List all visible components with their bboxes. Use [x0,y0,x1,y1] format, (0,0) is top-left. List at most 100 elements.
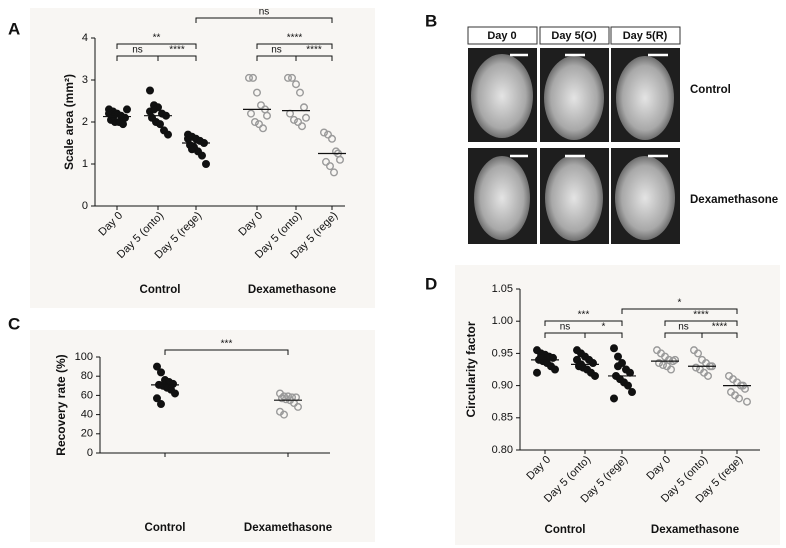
data-point [155,120,164,129]
photo-scale [471,54,533,138]
y-tick-label: 3 [82,74,88,86]
data-point [187,145,196,154]
data-point [248,73,257,82]
data-point [284,73,293,82]
group-label: Dexamethasone [244,522,332,534]
significance-label: *** [578,310,590,321]
data-point [156,400,165,409]
data-point [743,397,752,406]
photos: Day 0 Day 5(O) Day 5(R) Control Dexameth… [425,11,778,244]
data-point [278,394,287,403]
column-box [539,26,610,45]
photo-scale [615,156,675,240]
significance-label: ns [271,45,282,56]
panel-bg [30,330,375,542]
data-point [201,159,210,168]
data-point [163,130,172,139]
column-box [610,26,681,45]
significance-label: ns [132,45,143,56]
significance-bracket [116,43,197,49]
y-tick-label: 0.80 [492,444,513,456]
significance-bracket [621,308,738,314]
data-point [296,88,305,97]
group-label: Control [545,524,586,536]
y-tick-label: 2 [82,116,88,128]
significance-label: * [602,322,606,333]
data-point [250,117,259,126]
photo-scale [616,56,674,140]
significance-label: ns [678,322,689,333]
data-point [252,88,261,97]
row-label: Dexamethasone [690,194,778,206]
data-point [326,162,335,171]
data-point [254,120,263,129]
significance-bracket [256,43,333,49]
data-point [294,117,303,126]
y-tick-label: 0.85 [492,412,513,424]
group-label: Control [145,522,186,534]
data-point [263,111,272,120]
data-point [694,349,703,358]
data-point [332,147,341,156]
group-label: Control [140,284,181,296]
significance-bracket [195,17,333,23]
panel-letter: B [425,11,437,30]
panel-letter: D [425,274,437,293]
data-point [328,134,337,143]
data-point [118,120,127,129]
photo-scale [474,156,530,240]
data-point [298,122,307,131]
y-tick-label: 100 [75,351,93,363]
data-point [537,352,546,361]
data-point [259,124,268,133]
data-point [290,115,299,124]
y-axis-label: Scale area (mm²) [62,74,76,170]
y-tick-label: 0 [87,447,93,459]
data-point [152,362,161,371]
panel-letter: C [8,314,20,333]
y-tick-label: 80 [81,370,93,382]
data-point [330,168,339,177]
data-point [671,355,680,364]
data-point [302,113,311,122]
y-tick-label: 40 [81,409,93,421]
y-tick-label: 0 [82,200,88,212]
data-point [551,365,560,374]
data-point [626,368,635,377]
significance-label: *** [221,339,233,350]
data-point [614,362,623,371]
data-point [610,394,619,403]
data-point [624,381,633,390]
y-tick-label: 0.90 [492,380,513,392]
data-point [655,359,664,368]
data-point [735,394,744,403]
significance-bracket [164,349,289,355]
data-point [145,86,154,95]
significance-label: * [678,298,682,309]
data-point [197,151,206,160]
column-label: Day 0 [487,30,516,42]
data-point [244,73,253,82]
data-point [288,73,297,82]
significance-label: **** [693,310,709,321]
data-point [610,344,619,353]
data-point [108,113,117,122]
row-label: Control [690,84,731,96]
significance-bracket [664,320,738,326]
data-point [704,371,713,380]
y-tick-label: 1 [82,158,88,170]
significance-bracket [157,55,197,61]
column-box [467,26,538,45]
y-tick-label: 20 [81,428,93,440]
data-point [282,395,291,404]
data-point [149,105,158,114]
significance-bracket [584,332,623,338]
significance-bracket [295,55,333,61]
panel-bg [455,265,780,545]
data-point [533,368,542,377]
column-label: Day 5(R) [623,30,668,42]
significance-label: **** [287,33,303,44]
significance-bracket [544,320,623,326]
